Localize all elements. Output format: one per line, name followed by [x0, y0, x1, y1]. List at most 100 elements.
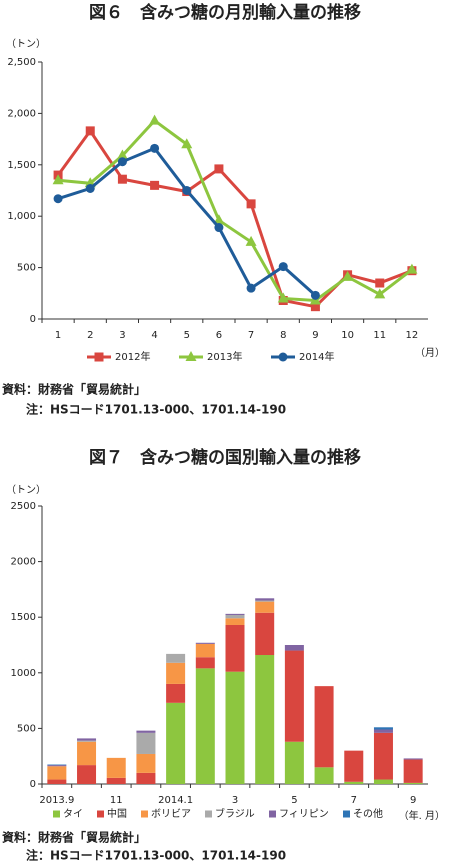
bar-segment — [373, 727, 393, 730]
marker — [182, 186, 192, 195]
bar-segment — [195, 643, 215, 658]
y-axis-unit: （トン） — [6, 484, 46, 496]
x-tick-label: 1 — [55, 330, 61, 341]
bar-segment — [106, 777, 126, 784]
bar-segment — [47, 779, 67, 784]
bar-segment — [47, 766, 67, 780]
bar-segment — [195, 642, 215, 644]
y-tick-label: 500 — [17, 263, 36, 274]
bar-segment — [314, 686, 334, 768]
bar-segment — [344, 750, 364, 782]
marker — [85, 126, 95, 136]
x-tick-label: 9 — [410, 795, 416, 806]
note: 注：HSコード1701.13-000、1701.14-190 — [26, 848, 286, 862]
bar-segment — [225, 618, 245, 625]
bar-segment — [136, 753, 156, 773]
legend-marker — [278, 352, 288, 362]
x-tick-label: 3 — [232, 795, 238, 806]
y-tick-label: 2500 — [11, 501, 36, 512]
marker — [310, 290, 320, 300]
bar-segment — [225, 624, 245, 672]
bar-segment — [284, 650, 304, 742]
bar-segment — [403, 782, 423, 784]
marker — [246, 199, 256, 209]
legend-swatch — [269, 810, 276, 818]
x-tick-label: 2014.1 — [158, 795, 193, 806]
legend-label: 中国 — [107, 807, 127, 820]
legend-label: 2014年 — [299, 350, 334, 363]
y-tick-label: 2,500 — [7, 57, 36, 68]
series-line — [57, 118, 413, 303]
series-line — [57, 146, 317, 297]
marker — [117, 157, 127, 167]
x-tick-label: 7 — [248, 330, 254, 341]
y-tick-label: 2,000 — [7, 108, 36, 119]
marker — [53, 194, 63, 204]
marker — [116, 149, 128, 160]
marker — [149, 114, 161, 125]
marker — [85, 183, 95, 193]
bar-segment — [166, 662, 186, 684]
bar-segment — [47, 765, 67, 767]
legend-label: その他 — [353, 807, 383, 820]
note: 注：HSコード1701.13-000、1701.14-190 — [26, 402, 286, 417]
y-tick-label: 1,000 — [7, 211, 36, 222]
bar-segment — [77, 738, 97, 741]
y-tick-label: 500 — [17, 723, 36, 734]
marker — [150, 180, 160, 190]
x-axis-unit: （年. 月） — [399, 809, 445, 822]
x-tick-label: 11 — [110, 795, 123, 806]
x-tick-label: 2 — [87, 330, 93, 341]
x-tick-label: 4 — [151, 330, 157, 341]
x-tick-label: 7 — [351, 795, 357, 806]
chart-title: 図６ 含みつ糖の月別輸入量の推移 — [89, 2, 361, 23]
x-tick-label: 2013.9 — [39, 795, 74, 806]
bar-segment — [195, 668, 215, 784]
marker — [181, 138, 193, 149]
marker — [150, 143, 160, 153]
bar-segment — [225, 614, 245, 619]
marker — [117, 174, 127, 184]
y-tick-label: 2000 — [11, 557, 36, 568]
marker — [375, 278, 385, 288]
bar-segment — [314, 767, 334, 784]
bar-segment — [166, 683, 186, 703]
legend-label: 2012年 — [115, 350, 150, 363]
bar-segment — [373, 732, 393, 780]
marker — [246, 283, 256, 293]
legend-marker — [94, 352, 104, 362]
bar-segment — [284, 645, 304, 651]
marker — [214, 164, 224, 174]
bar-segment — [106, 757, 126, 778]
bar-segment — [373, 779, 393, 784]
bar-segment — [373, 729, 393, 733]
bar-segment — [403, 758, 423, 760]
x-tick-label: 5 — [184, 330, 190, 341]
y-tick-label: 0 — [30, 779, 36, 790]
x-tick-label: 9 — [312, 330, 318, 341]
bar-segment — [136, 730, 156, 733]
series-line — [56, 128, 413, 309]
y-axis-unit: （トン） — [6, 38, 46, 50]
x-axis-unit: （月） — [415, 347, 445, 359]
x-tick-label: 8 — [280, 330, 286, 341]
y-tick-label: 0 — [30, 314, 36, 325]
bar-segment — [255, 655, 275, 784]
marker — [406, 263, 418, 274]
bar-segment — [284, 741, 304, 784]
legend-label: ボリビア — [151, 808, 191, 820]
marker — [214, 223, 224, 233]
x-tick-label: 3 — [119, 330, 125, 341]
x-tick-label: 6 — [216, 330, 222, 341]
bar-segment — [136, 772, 156, 784]
legend-swatch — [141, 810, 148, 818]
x-tick-label: 5 — [291, 795, 297, 806]
x-tick-label: 11 — [373, 330, 386, 341]
bar-segment — [195, 657, 215, 669]
bar-segment — [403, 759, 423, 783]
marker — [52, 174, 64, 185]
source: 資料：財務省「貿易統計」 — [2, 382, 146, 397]
chart-title: 図７ 含みつ糖の国別輸入量の推移 — [89, 447, 361, 468]
